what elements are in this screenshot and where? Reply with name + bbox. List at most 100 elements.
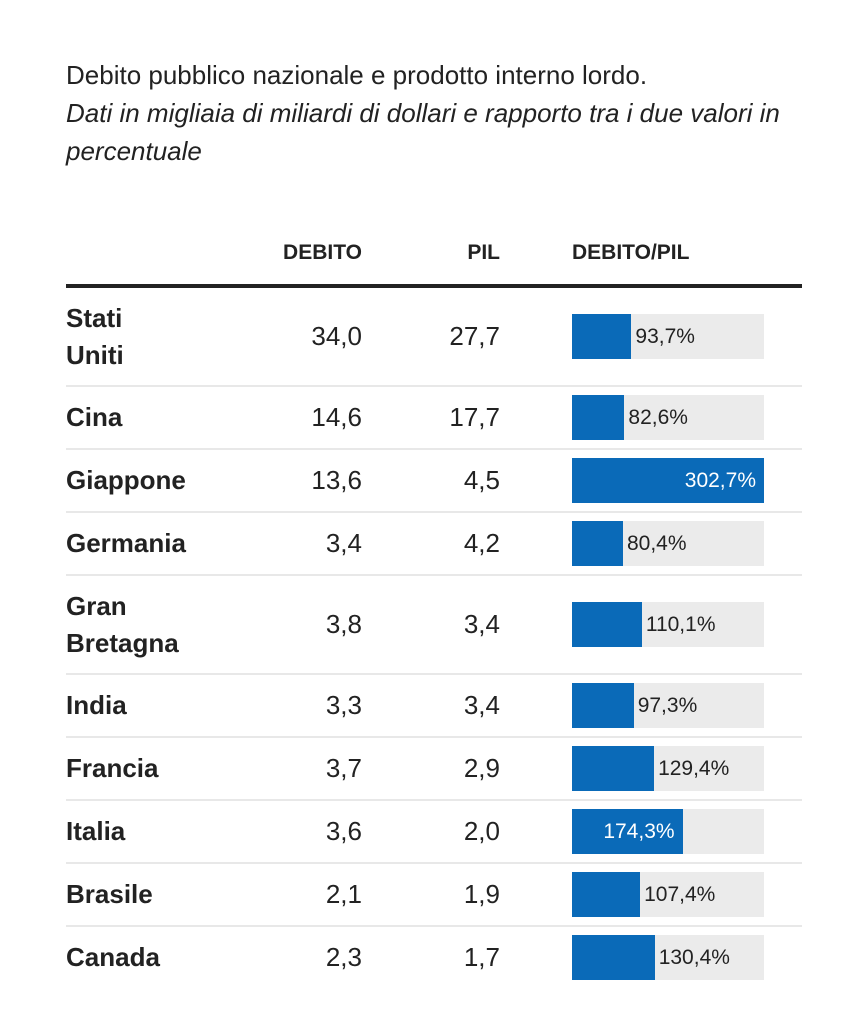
ratio-bar <box>572 314 632 359</box>
ratio-bar <box>572 683 634 728</box>
country-name: Francia <box>66 737 216 801</box>
chart-header: Debito pubblico nazionale e prodotto int… <box>66 56 802 170</box>
pil-value: 27,7 <box>362 286 500 387</box>
ratio-bar <box>572 872 641 917</box>
chart-title: Debito pubblico nazionale e prodotto int… <box>66 56 802 170</box>
ratio-cell: 110,1% <box>500 575 802 675</box>
debito-value: 2,1 <box>216 863 362 927</box>
country-name: Cina <box>66 386 216 450</box>
table-row: Germania 3,4 4,2 80,4% <box>66 512 802 576</box>
bar-track: 110,1% <box>572 602 764 647</box>
debito-value: 34,0 <box>216 286 362 387</box>
bar-track: 130,4% <box>572 935 764 980</box>
ratio-label: 97,3% <box>637 694 698 717</box>
ratio-bar <box>572 935 655 980</box>
ratio-label: 130,4% <box>658 946 730 969</box>
ratio-bar <box>572 809 683 854</box>
pil-value: 2,9 <box>362 737 500 801</box>
ratio-cell: 302,7% <box>500 449 802 513</box>
country-label: Giappone <box>66 465 186 495</box>
country-name: Gran Bretagna <box>66 575 216 675</box>
ratio-cell: 174,3% <box>500 800 802 864</box>
ratio-label: 82,6% <box>628 406 688 429</box>
ratio-cell: 107,4% <box>500 863 802 927</box>
table-row: Stati Uniti 34,0 27,7 93,7% <box>66 286 802 387</box>
bar-track: 129,4% <box>572 746 764 791</box>
ratio-label: 93,7% <box>635 325 695 348</box>
ratio-cell: 129,4% <box>500 737 802 801</box>
table-row: Canada 2,3 1,7 130,4% <box>66 926 802 988</box>
debito-value: 2,3 <box>325 942 362 972</box>
ratio-cell: 93,7% <box>500 286 802 387</box>
pil-value: 3,4 <box>362 674 500 738</box>
country-name: Germania <box>66 512 216 576</box>
debito-value: 3,7 <box>216 737 362 801</box>
table-row: India 3,3 3,4 97,3% <box>66 674 802 738</box>
country-name: Canada <box>66 926 216 988</box>
bar-track: 107,4% <box>572 872 764 917</box>
table-row: Giappone 13,6 4,5 302,7% <box>66 449 802 513</box>
debito-value: 3,8 <box>216 575 362 675</box>
country-name: Italia <box>66 800 216 864</box>
country-name: Giappone <box>66 449 216 513</box>
ratio-cell: 80,4% <box>500 512 802 576</box>
country-label: Gran Bretagna <box>66 590 179 658</box>
table-row: Francia 3,7 2,9 129,4% <box>66 737 802 801</box>
ratio-bar <box>572 521 623 566</box>
country-label: Brasile <box>66 879 153 909</box>
pil-value: 3,4 <box>362 575 500 675</box>
table-row: Gran Bretagna 3,8 3,4 110,1% <box>66 575 802 675</box>
country-label: Germania <box>66 528 186 558</box>
header-row: DEBITO PIL DEBITO/PIL <box>66 222 802 288</box>
ratio-cell: 130,4% <box>500 926 802 988</box>
table-row: Italia 3,6 2,0 174,3% <box>66 800 802 864</box>
country-label: Canada <box>66 942 160 972</box>
ratio-bar <box>572 458 764 503</box>
header-pil: PIL <box>362 222 500 288</box>
ratio-bar <box>572 746 655 791</box>
country-name: Brasile <box>66 863 216 927</box>
table-row: Brasile 2,1 1,9 107,4% <box>66 863 802 927</box>
debito-value: 3,6 <box>216 800 362 864</box>
bar-track: 93,7% <box>572 314 764 359</box>
debito-value: 3,3 <box>216 674 362 738</box>
ratio-label: 174,3% <box>603 820 675 843</box>
country-label: Italia <box>66 816 126 846</box>
ratio-label: 80,4% <box>626 532 687 555</box>
header-country <box>66 222 216 288</box>
ratio-cell: 82,6% <box>500 386 802 450</box>
country-name: Stati Uniti <box>66 286 216 387</box>
pil-value: 1,7 <box>463 942 500 972</box>
pil-value: 17,7 <box>362 386 500 450</box>
country-label: Cina <box>66 402 123 432</box>
country-label: Francia <box>66 753 159 783</box>
subtitle-text: Dati in migliaia di miliardi di dollari … <box>66 98 780 166</box>
pil-value: 4,2 <box>362 512 500 576</box>
pil-value: 1,9 <box>362 863 500 927</box>
bar-track: 174,3% <box>572 809 764 854</box>
country-label: Stati Uniti <box>66 302 124 370</box>
country-label: India <box>66 690 127 720</box>
ratio-bar <box>572 602 642 647</box>
bar-track: 97,3% <box>572 683 764 728</box>
ratio-label: 107,4% <box>644 883 716 906</box>
data-table: DEBITO PIL DEBITO/PIL Stati Uniti 34,0 27,7… <box>66 222 802 988</box>
pil-value: 4,5 <box>362 449 500 513</box>
ratio-label: 129,4% <box>658 757 730 780</box>
table-row: Cina 14,6 17,7 82,6% <box>66 386 802 450</box>
title-text: Debito pubblico nazionale e prodotto int… <box>66 60 648 90</box>
debito-value: 13,6 <box>216 449 362 513</box>
bar-track: 302,7% <box>572 458 764 503</box>
country-name: India <box>66 674 216 738</box>
ratio-label: 302,7% <box>684 469 756 492</box>
debito-value: 14,6 <box>216 386 362 450</box>
bar-track: 80,4% <box>572 521 764 566</box>
bar-track: 82,6% <box>572 395 764 440</box>
ratio-cell: 97,3% <box>500 674 802 738</box>
debito-value: 3,4 <box>216 512 362 576</box>
ratio-label: 110,1% <box>645 613 716 636</box>
pil-value: 2,0 <box>362 800 500 864</box>
header-ratio: DEBITO/PIL <box>500 222 802 288</box>
header-debito: DEBITO <box>216 222 362 288</box>
ratio-bar <box>572 395 625 440</box>
